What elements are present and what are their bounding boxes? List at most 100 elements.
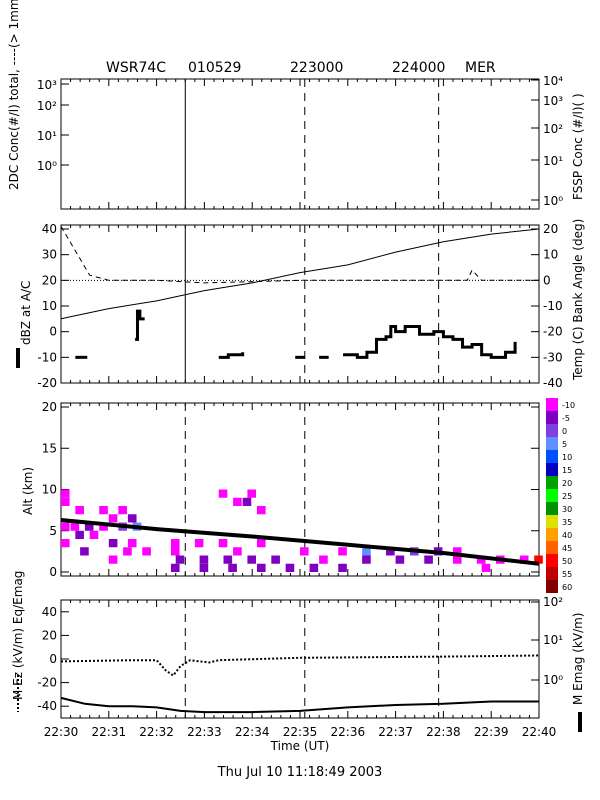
panel-3-ylabel: Alt (km) [21,467,35,515]
reflectivity-cell [99,522,108,531]
panel-4-left-tick-label: 0 [49,652,57,666]
reflectivity-cell [452,555,462,564]
reflectivity-cell [534,555,543,564]
colorbar-label: 55 [562,570,572,579]
reflectivity-cell [247,555,257,564]
reflectivity-cell [256,539,266,548]
colorbar-label: 30 [562,505,572,514]
reflectivity-cell [118,506,127,515]
panel-3-y-tick-label: 0 [49,565,57,579]
header-flight: WSR74C [106,60,166,76]
reflectivity-cell [424,555,433,564]
reflectivity-cell [481,563,491,572]
colorbar-swatch [546,541,558,554]
panel-2-left-tick-label: 30 [42,248,57,262]
reflectivity-cell [175,555,185,564]
dbz-legend-mark [16,348,20,368]
reflectivity-cell [338,547,347,556]
reflectivity-cell [362,547,371,556]
emag-legend-mark [578,712,582,732]
colorbar-swatch [546,580,558,593]
reflectivity-cell [300,547,309,556]
panel-1-right-tick-label: 10⁴ [543,74,563,88]
panel-2-left-tick-label: 10 [42,299,57,313]
colorbar-label: 5 [562,440,567,449]
dbz-segment [218,352,245,359]
reflectivity-cell [233,497,242,506]
colorbar-swatch [546,424,558,437]
panel-2-ylabel: dBZ at A/C [19,281,33,345]
reflectivity-cell [452,547,462,556]
reflectivity-cell [127,539,137,548]
colorbar-swatch [546,450,558,463]
panel-3-y-tick-label: 15 [42,441,57,455]
x-tick-label: 22:39 [474,725,509,739]
reflectivity-cell [395,555,405,564]
panel-2-frame [60,224,540,384]
panel-2-right-tick-label: -40 [543,376,563,390]
panel-4-left-tick-label: -20 [37,676,57,690]
x-tick-label: 22:33 [187,725,222,739]
panel-1-ylabel-right: FSSP Conc (#/l)( ) [571,93,585,200]
reflectivity-cell [386,547,395,556]
panel-1-left-tick-label: 10⁰ [37,159,57,173]
reflectivity-cell [170,563,180,572]
panel-4-ylabel-right: M Emag (kV/m) [571,613,585,705]
colorbar-swatch [546,437,558,450]
panel-3-y-tick-label: 5 [49,524,57,538]
colorbar-label: 60 [562,583,572,592]
temp-line [60,228,540,320]
panel-2-right-tick-label: -10 [543,299,563,313]
colorbar-label: -5 [562,414,570,423]
panel-2-left-tick-label: 0 [49,325,57,339]
reflectivity-cell [476,555,486,564]
reflectivity-cell [108,555,118,564]
colorbar-swatch [546,502,558,515]
colorbar-swatch [546,489,558,502]
x-tick-label: 22:38 [426,725,461,739]
panel-4-right-tick-label: 10² [543,595,563,609]
reflectivity-cell [519,555,529,564]
x-tick-label: 22:34 [235,725,270,739]
colorbar-label: 45 [562,544,572,553]
panel-2-right-tick-label: 10 [543,248,558,262]
reflectivity-cell [362,555,371,564]
reflectivity-cell [89,530,99,539]
panel-4-right-tick-label: 10⁰ [543,673,563,687]
colorbar-label: 40 [562,531,572,540]
reflectivity-cell [170,539,180,556]
colorbar-swatch [546,515,558,528]
reflectivity-cell [61,497,70,506]
reflectivity-cell [194,539,204,548]
reflectivity-cell [99,506,108,515]
panel-2-left-tick-label: -10 [37,350,57,364]
panel-4-right-tick-label: 10¹ [543,633,563,647]
panel-1-right-tick-label: 10³ [543,94,563,108]
reflectivity-cell [108,539,118,548]
panel-4-left-tick-label: 40 [42,605,57,619]
colorbar-swatch [546,411,558,424]
reflectivity-cell [228,563,237,572]
reflectivity-cell [285,563,295,572]
panel-1-right-tick-label: 10² [543,122,563,136]
reflectivity-cell [199,555,209,564]
panel-2-right-tick-label: 0 [543,273,551,287]
reflectivity-cell [75,506,84,515]
colorbar-label: 35 [562,518,572,527]
panel-4-frame [60,599,540,719]
colorbar-swatch [546,567,558,580]
reflectivity-cell [247,489,257,498]
reflectivity-cell [199,563,209,572]
panel-1-right-tick-label: 10⁰ [543,194,563,208]
colorbar-swatch [546,476,558,489]
colorbar-swatch [546,528,558,541]
panel-1-left-tick-label: 10³ [37,78,57,92]
x-tick-label: 22:30 [44,725,79,739]
x-tick-label: 22:32 [139,725,174,739]
emag-line [60,696,539,714]
colorbar-label: 0 [562,427,567,436]
dbz-segment [343,325,517,359]
panel-2-right-tick-label: -20 [543,325,563,339]
ez-line [60,654,540,677]
